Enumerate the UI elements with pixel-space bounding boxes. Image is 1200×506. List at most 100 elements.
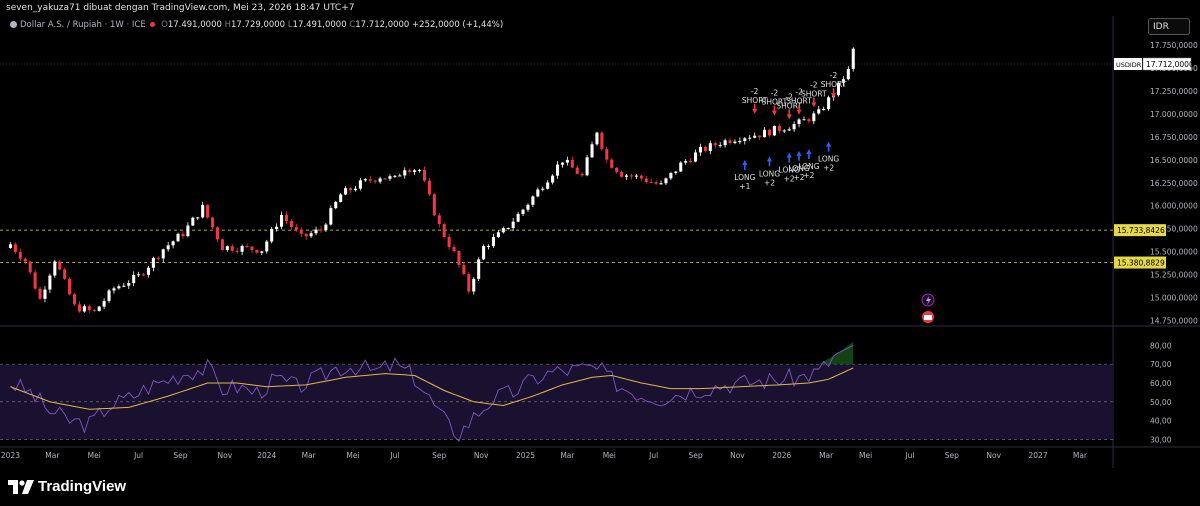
sell-signal-value: -2	[785, 92, 793, 101]
candle-body	[674, 171, 678, 173]
candle-body	[225, 246, 229, 251]
currency-selector[interactable]: IDR	[1148, 18, 1190, 35]
candle-body	[28, 261, 32, 273]
candle-body	[117, 286, 121, 289]
candle-body	[418, 170, 422, 172]
time-tick-label: Jul	[133, 451, 143, 460]
time-tick-label: Jul	[904, 451, 914, 460]
price-tick-label: 17.750,0000	[1150, 41, 1198, 50]
candle-body	[309, 233, 313, 237]
price-tick-label: 16.750,0000	[1150, 133, 1198, 142]
sell-arrow-icon	[752, 103, 758, 114]
candle-body	[176, 233, 180, 242]
candle-body	[171, 241, 175, 246]
candle-body	[600, 132, 604, 149]
level-badge	[1114, 256, 1166, 269]
candle-body	[378, 178, 382, 182]
candle-body	[13, 244, 17, 252]
price-tick-label: 15.750,0000	[1150, 225, 1198, 234]
buy-signal-value: +2	[803, 171, 814, 180]
candle-body	[738, 141, 742, 143]
candle-body	[235, 250, 239, 252]
price-tick-label: 17.250,0000	[1150, 87, 1198, 96]
candle-body	[654, 182, 658, 184]
candle-body	[191, 217, 195, 226]
sell-signal-label: SHORT	[821, 80, 847, 89]
candle-body	[723, 140, 727, 146]
candle-body	[822, 109, 826, 111]
candle-body	[8, 244, 12, 248]
symbol-price-badge	[1114, 58, 1142, 70]
candle-body	[629, 175, 633, 177]
candle-body	[353, 188, 357, 191]
time-tick-label: Sep	[432, 451, 446, 460]
candle-body	[373, 180, 377, 182]
candle-body	[77, 304, 81, 312]
candle-body	[363, 179, 367, 181]
candle-body	[516, 213, 520, 222]
price-chart[interactable]: 17.750,000017.500,000017.250,000017.000,…	[0, 0, 1200, 468]
candle-body	[339, 194, 343, 202]
brand-name: TradingView	[38, 478, 127, 495]
sell-arrow-icon	[771, 105, 777, 116]
sell-signal-label: SHORT	[742, 96, 768, 105]
candle-body	[280, 214, 284, 227]
candle-body	[782, 130, 786, 132]
candle-body	[570, 159, 574, 168]
candle-body	[792, 124, 796, 130]
candle-body	[368, 179, 372, 181]
price-tick-label: 16.000,0000	[1150, 202, 1198, 211]
candle-body	[797, 119, 801, 125]
sell-arrow-icon	[786, 109, 792, 120]
candle-body	[447, 236, 451, 248]
sell-signal-label: SHORT	[776, 101, 802, 110]
candle-body	[664, 178, 668, 184]
time-tick-label: 2026	[772, 451, 791, 460]
footer	[0, 468, 1200, 506]
candle-body	[501, 228, 505, 233]
time-tick-label: Mei	[88, 451, 101, 460]
candle-body	[698, 146, 702, 153]
time-tick-label: 2025	[516, 451, 535, 460]
level-badge	[1114, 224, 1166, 237]
candle-body	[220, 239, 224, 251]
sell-signal-value: -2	[795, 88, 803, 97]
buy-arrow-icon	[766, 156, 772, 167]
candle-body	[694, 152, 698, 162]
candle-body	[733, 141, 737, 144]
sell-signal-value: -2	[810, 80, 818, 89]
sell-signal-value: -2	[830, 71, 838, 80]
price-tick-label: 15.000,0000	[1150, 293, 1198, 302]
candle-body	[73, 294, 77, 305]
sell-signal-value: -2	[771, 89, 779, 98]
rsi-tick-label: 60,00	[1150, 379, 1172, 388]
high-label: H	[224, 20, 232, 30]
buy-arrow-icon	[826, 141, 832, 152]
candle-body	[48, 275, 52, 290]
buy-arrow-icon	[786, 152, 792, 163]
candle-body	[132, 274, 136, 284]
candle-body	[403, 170, 407, 176]
candle-body	[546, 182, 550, 189]
candle-body	[585, 157, 589, 176]
candle-body	[349, 188, 353, 191]
candle-body	[43, 289, 47, 299]
candle-body	[206, 204, 210, 218]
rsi-ma-line	[10, 367, 854, 410]
time-tick-label: Mar	[302, 451, 317, 460]
candle-body	[777, 125, 781, 131]
candle-body	[462, 264, 466, 275]
time-tick-label: Mei	[603, 451, 616, 460]
candle-body	[703, 146, 707, 151]
candle-body	[319, 229, 323, 231]
candle-body	[457, 251, 461, 265]
time-tick-label: 2024	[257, 451, 276, 460]
symbol-badge-label: USDIDR	[1116, 61, 1142, 69]
last-price-badge	[1142, 57, 1192, 71]
candle-body	[82, 306, 86, 312]
candle-body	[590, 144, 594, 158]
candle-body	[432, 194, 436, 216]
candle-body	[215, 227, 219, 240]
rsi-tick-label: 40,00	[1150, 417, 1172, 426]
candle-body	[620, 171, 624, 177]
